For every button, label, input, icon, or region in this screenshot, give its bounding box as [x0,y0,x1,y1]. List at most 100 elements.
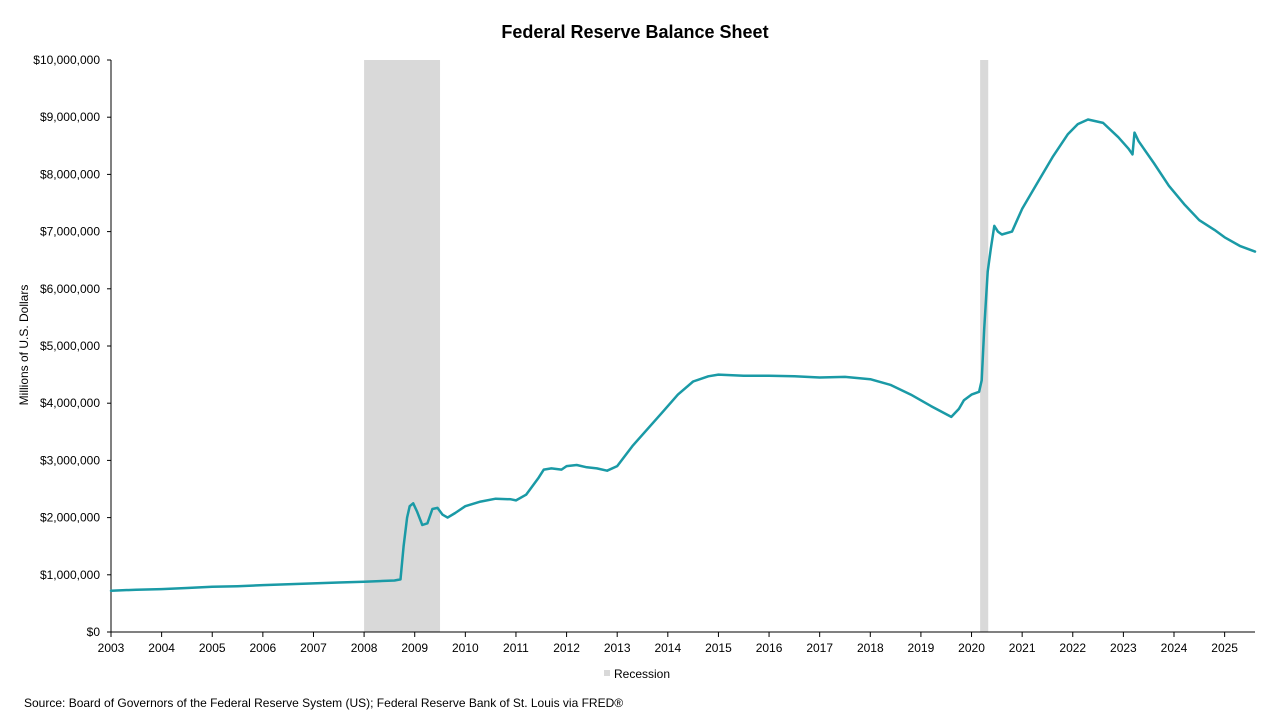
data-point [550,467,553,470]
data-point [416,510,419,513]
data-point [160,588,163,590]
data-point [1076,123,1079,125]
x-tick-label: 2004 [148,641,175,655]
data-point [261,584,264,586]
data-point [606,469,608,472]
recession-bands [364,60,989,632]
x-tick-label: 2005 [199,641,226,655]
data-point [631,445,634,447]
data-point [363,580,365,583]
data-point [983,327,986,330]
data-point [1066,133,1069,136]
data-point [441,513,444,516]
x-tick-label: 2015 [705,641,732,655]
data-point [560,468,563,471]
data-point [406,516,409,519]
data-point [996,230,999,233]
data-point [393,579,396,582]
data-point [236,585,239,588]
data-point [1254,250,1256,253]
x-tick-label: 2025 [1211,641,1238,655]
x-tick-label: 2017 [806,641,833,655]
y-tick-label: $9,000,000 [40,110,100,124]
data-point [287,583,290,586]
data-point [542,468,545,471]
data-point [1021,207,1024,210]
legend-swatch-recession [604,670,610,676]
axes: $0 $1,000,000 $2,000,000 $3,000,000 $4,000,0… [33,53,1255,655]
data-point [479,500,482,503]
data-point [1087,118,1089,121]
x-tick-label: 2008 [351,641,378,655]
data-point [717,373,720,376]
y-tick-label: $7,000,000 [40,225,100,239]
data-point [1102,122,1105,124]
x-tick-label: 2024 [1161,641,1188,655]
recession-band-0 [364,60,441,632]
source-note: Source: Board of Governors of the Federa… [24,696,623,710]
data-point [1152,162,1155,164]
data-point [436,506,439,509]
data-point [950,416,953,418]
data-point [399,578,402,581]
x-tick-label: 2013 [604,641,631,655]
y-tick-label: $3,000,000 [40,453,100,467]
data-point [431,508,434,510]
y-tick-label: $4,000,000 [40,396,100,410]
x-tick-label: 2022 [1059,641,1086,655]
data-point [677,393,679,396]
data-point [515,499,517,502]
data-point [818,376,821,379]
data-point [963,399,965,402]
chart-title: Federal Reserve Balance Sheet [501,22,768,42]
data-point [957,408,960,410]
legend-label-recession: Recession [614,667,670,681]
data-point [1238,245,1241,247]
data-point [537,476,540,479]
x-tick-label: 2016 [756,641,783,655]
data-point [646,428,649,430]
data-point [412,502,415,505]
data-point [1051,156,1054,159]
data-point [1198,219,1201,222]
x-tick-label: 2020 [958,641,985,655]
y-tick-label: $10,000,000 [33,53,100,67]
data-point [1183,203,1186,206]
data-point [509,498,512,501]
y-tick-label: $1,000,000 [40,568,100,582]
x-tick-label: 2006 [250,641,277,655]
y-tick-label: $6,000,000 [40,282,100,296]
x-tick-label: 2003 [98,641,125,655]
data-point [616,465,619,468]
data-point [1131,153,1134,156]
data-point [993,224,996,227]
data-point [1137,140,1140,143]
legend: Recession [604,667,670,681]
data-point [970,393,973,396]
data-point [869,378,872,381]
data-point [1133,131,1136,134]
data-point [337,581,340,584]
data-point [978,390,981,393]
data-point [661,410,664,413]
data-point [454,512,457,514]
x-tick-label: 2007 [300,641,327,655]
data-point [378,580,381,582]
data-point [585,466,588,469]
data-point [596,467,598,470]
data-point [844,375,846,378]
data-point [525,493,527,496]
x-tick-label: 2018 [857,641,884,655]
data-point [793,375,796,378]
data-point [889,383,892,386]
data-point [494,497,497,500]
data-point [211,585,214,588]
data-point [1001,233,1003,236]
data-point [768,374,770,377]
data-point [312,582,315,585]
data-point [692,380,695,383]
data-point [707,375,710,378]
x-tick-label: 2012 [553,641,580,655]
y-tick-label: $0 [87,625,101,639]
